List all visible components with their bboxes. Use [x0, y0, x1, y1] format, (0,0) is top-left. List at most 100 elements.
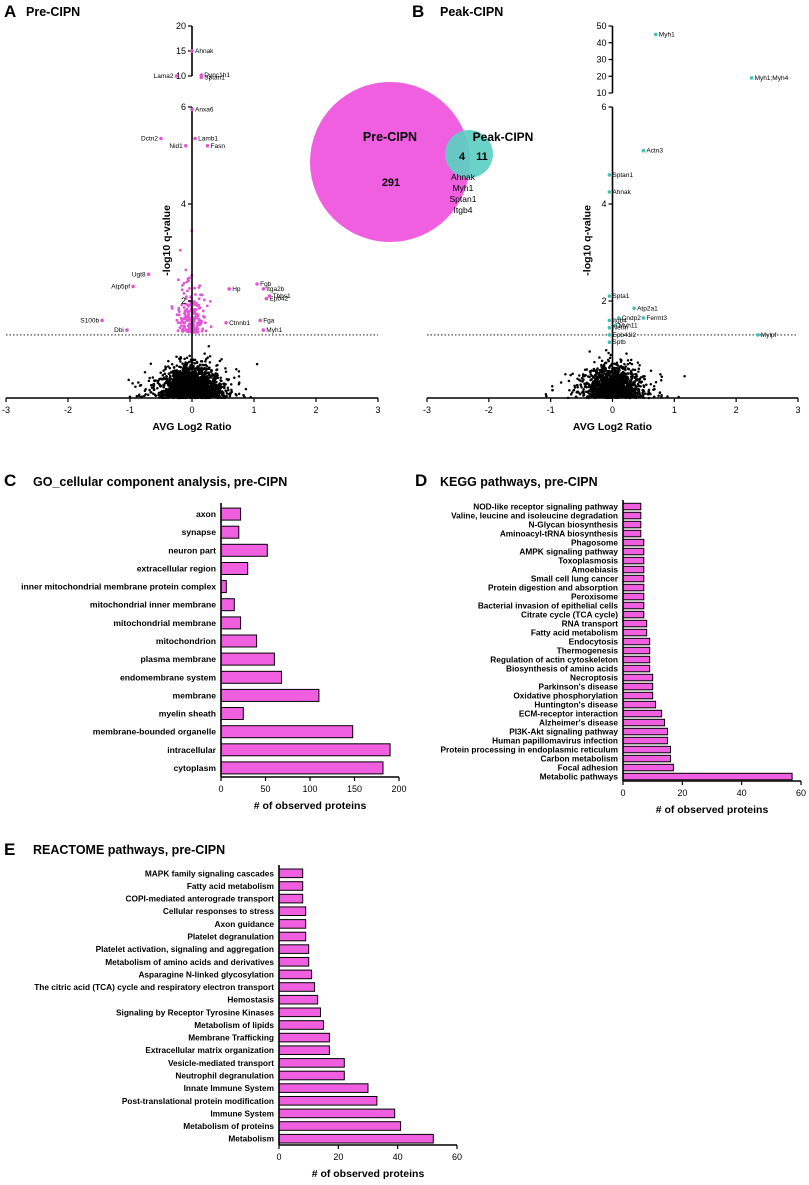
data-point — [636, 394, 639, 398]
data-point — [654, 381, 658, 384]
data-point — [183, 380, 187, 384]
data-point — [609, 353, 613, 357]
labeled-point — [224, 321, 228, 325]
category-label: MAPK family signaling cascades — [145, 868, 274, 878]
data-point — [177, 389, 181, 392]
bar — [220, 761, 384, 775]
data-point — [608, 356, 612, 360]
data-point — [581, 375, 585, 378]
y-tick-label: 6 — [601, 102, 606, 112]
data-point — [630, 386, 633, 390]
y-tick-label: 4 — [181, 199, 186, 209]
data-point — [174, 386, 178, 389]
point-label: Lama2 — [154, 73, 174, 80]
data-point — [237, 370, 241, 373]
category-label: Bacterial invasion of epithelial cells — [478, 601, 619, 611]
bar — [622, 502, 642, 511]
x-tick-label: 20 — [333, 1152, 343, 1162]
category-label: myelin sheath — [159, 709, 216, 719]
bar — [622, 565, 645, 574]
labeled-point — [267, 294, 272, 298]
bar — [622, 754, 671, 763]
data-point — [175, 390, 178, 394]
y-tick-label: 50 — [596, 21, 606, 31]
significant-point — [201, 327, 205, 331]
data-point — [615, 361, 619, 365]
labeled-point — [174, 74, 179, 78]
y-tick-label: 15 — [176, 46, 186, 56]
data-point — [613, 393, 616, 397]
data-point — [171, 374, 175, 377]
category-label: N-Glycan biosynthesis — [529, 520, 619, 530]
data-point — [188, 366, 191, 369]
bar — [622, 592, 645, 601]
data-point — [195, 378, 198, 381]
data-point — [152, 392, 155, 396]
data-point — [226, 386, 230, 389]
data-point — [255, 362, 259, 366]
volcano-plot-pre-cipn: -3 -2 -1 0 1 2 3 2 4 6 10 15 20 AVG Log2 Ratio -log10 … — [2, 21, 381, 433]
data-point — [590, 374, 594, 378]
significant-point — [175, 318, 179, 322]
data-point — [188, 374, 191, 377]
bar — [278, 893, 304, 904]
data-point — [551, 384, 554, 388]
data-point — [168, 389, 171, 393]
data-point — [208, 355, 212, 358]
data-point — [600, 384, 604, 387]
panel-title-a: Pre-CIPN — [26, 5, 80, 19]
data-point — [196, 394, 199, 398]
point-label: S100b — [80, 317, 99, 324]
data-point — [176, 377, 179, 381]
category-label: Thermogenesis — [557, 646, 619, 656]
significant-point — [205, 304, 209, 308]
data-point — [582, 387, 585, 391]
point-label: Itgb4 — [612, 317, 627, 324]
category-label: Membrane Trafficking — [188, 1033, 274, 1043]
data-point — [213, 373, 216, 377]
significant-point — [193, 327, 197, 331]
x-tick-label: 40 — [737, 788, 747, 798]
data-point — [209, 391, 213, 395]
data-point — [149, 362, 153, 365]
data-point — [176, 381, 180, 385]
category-label: Extracellular matrix organization — [145, 1045, 274, 1055]
bar — [278, 1108, 396, 1119]
category-label: Signaling by Receptor Tyrosine Kinases — [116, 1007, 274, 1017]
data-point — [171, 385, 175, 389]
significant-point — [179, 316, 183, 320]
x-tick-label: 2 — [313, 405, 318, 415]
data-point — [144, 388, 147, 391]
data-point — [127, 378, 130, 382]
bar — [220, 507, 242, 521]
data-point — [180, 384, 184, 387]
category-label: axon — [196, 509, 216, 519]
data-point — [183, 378, 187, 382]
point-label: Mylpf — [761, 332, 777, 339]
bar — [278, 982, 316, 992]
category-label: membrane — [173, 690, 217, 700]
data-point — [629, 391, 633, 395]
data-point — [224, 389, 227, 392]
x-tick-label: 3 — [375, 405, 380, 415]
category-label: Innate Immune System — [184, 1083, 274, 1093]
data-point — [642, 384, 645, 387]
data-point — [167, 382, 171, 386]
data-point — [624, 377, 628, 380]
data-point — [173, 393, 177, 396]
data-point — [214, 383, 218, 387]
category-label: Huntington's disease — [534, 700, 618, 710]
bar — [622, 700, 657, 709]
data-point — [220, 390, 223, 394]
data-point — [235, 394, 238, 397]
point-label: Cndp2 — [622, 315, 642, 322]
category-label: Phagosome — [571, 538, 618, 548]
category-label: Metabolic pathways — [540, 772, 619, 782]
category-label: intracellular — [167, 745, 216, 755]
data-point — [635, 375, 638, 378]
bar — [622, 682, 654, 691]
data-point — [244, 387, 248, 391]
x-tick-label: -1 — [126, 405, 134, 415]
category-label: cytoplasm — [173, 763, 216, 773]
point-label: Fgb — [260, 281, 272, 288]
